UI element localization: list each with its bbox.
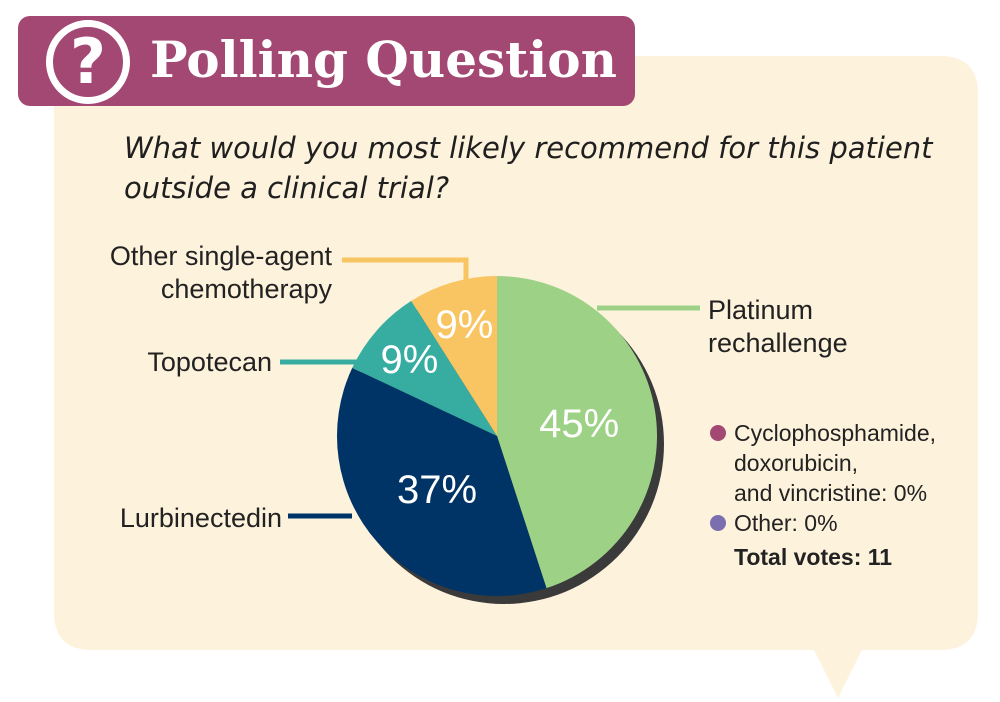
slice-other-single-agent bbox=[411, 276, 497, 436]
legend-item: Other: 0% bbox=[710, 508, 970, 538]
slice-value-label: 9% bbox=[436, 303, 494, 347]
slice-category-label: Lurbinectedin bbox=[100, 502, 282, 535]
question-icon: ? bbox=[46, 20, 130, 104]
slice-category-label-line: Other single-agent bbox=[109, 241, 332, 271]
header-banner: ? Polling Question bbox=[18, 16, 635, 106]
slice-category-label-line: Lurbinectedin bbox=[119, 503, 282, 533]
legend-dot bbox=[710, 425, 726, 441]
slice-category-label: Other single-agent chemotherapy bbox=[60, 240, 332, 306]
poll-question: What would you most likely recommend for… bbox=[124, 131, 933, 205]
legend-item: Cyclophosphamide, doxorubicin, and vincris… bbox=[710, 418, 970, 508]
slice-lurbinectedin bbox=[337, 367, 547, 597]
leader-line bbox=[342, 257, 469, 286]
legend-label-line: Other: 0% bbox=[734, 510, 838, 536]
slice-category-label-line: Topotecan bbox=[147, 347, 272, 377]
legend-label-line: and vincristine: 0% bbox=[734, 480, 928, 506]
slice-category-label-line: rechallenge bbox=[708, 328, 848, 358]
slice-category-label-line: chemotherapy bbox=[160, 274, 332, 304]
slice-category-label: Platinum rechallenge bbox=[708, 294, 848, 360]
slice-value-label: 9% bbox=[380, 338, 438, 382]
legend-dot bbox=[710, 515, 726, 531]
header-title: Polling Question bbox=[150, 30, 617, 89]
slice-value-label: 45% bbox=[539, 402, 619, 446]
slice-category-label-line: Platinum bbox=[708, 295, 814, 325]
legend-items: Cyclophosphamide, doxorubicin, and vincris… bbox=[710, 418, 970, 538]
slice-topotecan bbox=[352, 300, 497, 436]
legend-label-line: doxorubicin, bbox=[734, 450, 859, 476]
slice-platinum-rechallenge bbox=[497, 276, 658, 589]
legend-label-line: Cyclophosphamide, bbox=[734, 420, 937, 446]
slice-category-label: Topotecan bbox=[100, 346, 272, 379]
total-votes: Total votes: 11 bbox=[734, 544, 893, 570]
legend: Cyclophosphamide, doxorubicin, and vincris… bbox=[710, 418, 970, 572]
slice-value-label: 37% bbox=[397, 468, 477, 512]
